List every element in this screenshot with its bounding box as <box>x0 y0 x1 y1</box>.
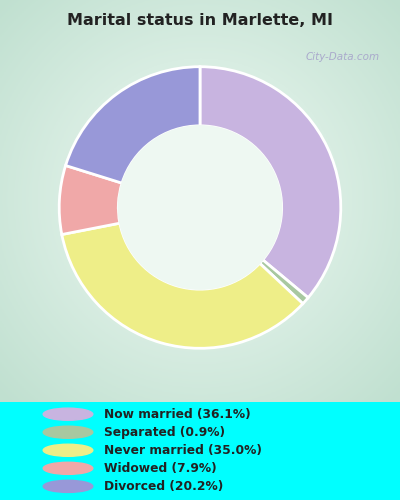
Wedge shape <box>260 260 308 304</box>
Circle shape <box>118 126 282 289</box>
Wedge shape <box>62 223 303 348</box>
Text: Never married (35.0%): Never married (35.0%) <box>104 444 262 457</box>
Circle shape <box>43 462 93 474</box>
Text: Widowed (7.9%): Widowed (7.9%) <box>104 462 217 475</box>
Circle shape <box>43 408 93 420</box>
Wedge shape <box>66 66 200 183</box>
Text: City-Data.com: City-Data.com <box>306 52 380 62</box>
Circle shape <box>43 444 93 456</box>
Circle shape <box>43 480 93 492</box>
Wedge shape <box>200 66 341 298</box>
Wedge shape <box>59 166 122 234</box>
Text: Now married (36.1%): Now married (36.1%) <box>104 408 251 420</box>
Circle shape <box>43 426 93 438</box>
Text: Divorced (20.2%): Divorced (20.2%) <box>104 480 223 493</box>
Text: Marital status in Marlette, MI: Marital status in Marlette, MI <box>67 13 333 28</box>
Text: Separated (0.9%): Separated (0.9%) <box>104 426 225 438</box>
